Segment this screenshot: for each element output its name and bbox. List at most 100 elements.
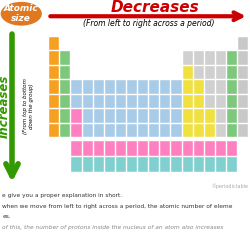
FancyBboxPatch shape — [60, 51, 70, 65]
FancyBboxPatch shape — [238, 80, 248, 94]
FancyBboxPatch shape — [94, 94, 104, 108]
FancyBboxPatch shape — [227, 94, 237, 108]
FancyBboxPatch shape — [238, 51, 248, 65]
FancyBboxPatch shape — [105, 94, 115, 108]
Text: of this, the number of protons inside the nucleus of an atom also increases: of this, the number of protons inside th… — [2, 225, 224, 230]
FancyBboxPatch shape — [116, 140, 126, 156]
FancyBboxPatch shape — [94, 109, 104, 122]
FancyBboxPatch shape — [149, 109, 159, 122]
FancyBboxPatch shape — [216, 124, 226, 137]
FancyBboxPatch shape — [182, 124, 193, 137]
FancyBboxPatch shape — [138, 109, 148, 122]
FancyBboxPatch shape — [127, 80, 137, 94]
FancyBboxPatch shape — [116, 124, 126, 137]
FancyBboxPatch shape — [127, 94, 137, 108]
FancyBboxPatch shape — [60, 109, 70, 122]
FancyBboxPatch shape — [127, 157, 137, 172]
FancyBboxPatch shape — [149, 124, 159, 137]
FancyBboxPatch shape — [160, 140, 170, 156]
FancyBboxPatch shape — [116, 94, 126, 108]
FancyBboxPatch shape — [149, 157, 159, 172]
FancyBboxPatch shape — [216, 109, 226, 122]
FancyBboxPatch shape — [82, 109, 93, 122]
FancyBboxPatch shape — [182, 94, 193, 108]
FancyBboxPatch shape — [160, 109, 170, 122]
FancyBboxPatch shape — [72, 124, 82, 137]
Text: Increases: Increases — [0, 74, 11, 138]
FancyBboxPatch shape — [172, 157, 181, 172]
Text: e give you a proper explanation in short.: e give you a proper explanation in short… — [2, 192, 122, 198]
FancyBboxPatch shape — [160, 157, 170, 172]
FancyBboxPatch shape — [205, 80, 215, 94]
FancyBboxPatch shape — [60, 94, 70, 108]
FancyBboxPatch shape — [149, 94, 159, 108]
FancyBboxPatch shape — [82, 157, 93, 172]
FancyBboxPatch shape — [216, 157, 226, 172]
Text: Atomic
size: Atomic size — [4, 4, 38, 23]
FancyBboxPatch shape — [238, 94, 248, 108]
FancyBboxPatch shape — [194, 140, 204, 156]
FancyBboxPatch shape — [194, 51, 204, 65]
FancyBboxPatch shape — [49, 94, 59, 108]
FancyBboxPatch shape — [49, 37, 59, 50]
Ellipse shape — [0, 2, 42, 26]
FancyBboxPatch shape — [105, 109, 115, 122]
FancyBboxPatch shape — [182, 140, 193, 156]
Text: ©periodictable: ©periodictable — [212, 184, 249, 189]
Text: when we move from left to right across a period, the atomic number of eleme: when we move from left to right across a… — [2, 204, 233, 209]
FancyBboxPatch shape — [238, 124, 248, 137]
FancyBboxPatch shape — [194, 109, 204, 122]
Text: Decreases: Decreases — [110, 0, 200, 15]
FancyBboxPatch shape — [216, 140, 226, 156]
FancyBboxPatch shape — [216, 94, 226, 108]
FancyBboxPatch shape — [194, 80, 204, 94]
FancyBboxPatch shape — [105, 157, 115, 172]
FancyBboxPatch shape — [49, 51, 59, 65]
Text: (From top to bottom
down the group): (From top to bottom down the group) — [23, 78, 34, 134]
FancyBboxPatch shape — [82, 124, 93, 137]
FancyBboxPatch shape — [127, 124, 137, 137]
FancyBboxPatch shape — [227, 140, 237, 156]
FancyBboxPatch shape — [138, 80, 148, 94]
FancyBboxPatch shape — [82, 94, 93, 108]
FancyBboxPatch shape — [60, 66, 70, 79]
FancyBboxPatch shape — [227, 109, 237, 122]
FancyBboxPatch shape — [182, 66, 193, 79]
FancyBboxPatch shape — [49, 66, 59, 79]
FancyBboxPatch shape — [116, 157, 126, 172]
FancyBboxPatch shape — [149, 80, 159, 94]
FancyBboxPatch shape — [49, 80, 59, 94]
FancyBboxPatch shape — [105, 140, 115, 156]
FancyBboxPatch shape — [94, 140, 104, 156]
FancyBboxPatch shape — [216, 66, 226, 79]
FancyBboxPatch shape — [172, 124, 181, 137]
FancyBboxPatch shape — [127, 109, 137, 122]
FancyBboxPatch shape — [82, 140, 93, 156]
FancyBboxPatch shape — [227, 66, 237, 79]
FancyBboxPatch shape — [194, 66, 204, 79]
FancyBboxPatch shape — [227, 51, 237, 65]
FancyBboxPatch shape — [238, 66, 248, 79]
FancyBboxPatch shape — [127, 140, 137, 156]
FancyBboxPatch shape — [72, 157, 82, 172]
FancyBboxPatch shape — [72, 80, 82, 94]
FancyBboxPatch shape — [160, 124, 170, 137]
FancyBboxPatch shape — [194, 124, 204, 137]
FancyBboxPatch shape — [160, 94, 170, 108]
FancyBboxPatch shape — [238, 109, 248, 122]
Text: (From left to right across a period): (From left to right across a period) — [83, 19, 214, 28]
FancyBboxPatch shape — [49, 109, 59, 122]
FancyBboxPatch shape — [94, 124, 104, 137]
FancyBboxPatch shape — [60, 124, 70, 137]
FancyBboxPatch shape — [72, 94, 82, 108]
FancyBboxPatch shape — [205, 124, 215, 137]
FancyBboxPatch shape — [182, 109, 193, 122]
FancyBboxPatch shape — [149, 140, 159, 156]
FancyBboxPatch shape — [105, 124, 115, 137]
FancyBboxPatch shape — [216, 51, 226, 65]
FancyBboxPatch shape — [216, 80, 226, 94]
FancyBboxPatch shape — [72, 140, 82, 156]
FancyBboxPatch shape — [227, 157, 237, 172]
FancyBboxPatch shape — [227, 80, 237, 94]
FancyBboxPatch shape — [138, 94, 148, 108]
